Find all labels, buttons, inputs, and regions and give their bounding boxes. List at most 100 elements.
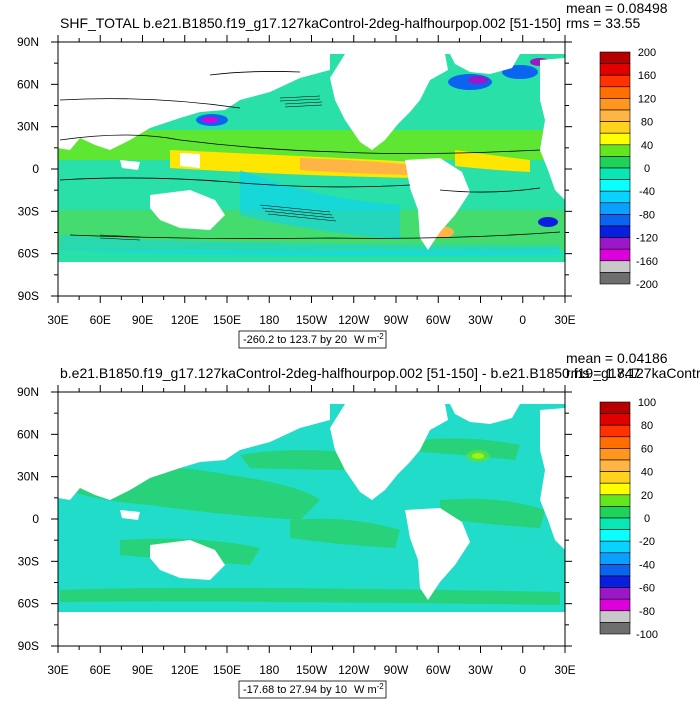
colorbar-label: -80 (639, 209, 655, 221)
panel-2: b.e21.B1850.f19_g17.127kaControl-2deg-ha… (17, 350, 700, 699)
lon-label: 30E (554, 313, 575, 327)
colorbar-label: -40 (639, 559, 655, 571)
lat-label: 60S (18, 597, 39, 611)
panel-2-range-text: -17.68 to 27.94 by 10 (243, 684, 347, 696)
colorbar-label: 200 (638, 47, 656, 59)
panel-2-units-exp: -2 (377, 682, 385, 691)
panel-1-title: SHF_TOTAL b.e21.B1850.f19_g17.127kaContr… (60, 15, 561, 31)
colorbar-swatch (599, 272, 631, 285)
colorbar-swatch (599, 63, 631, 76)
colorbar-swatch (599, 540, 631, 554)
lon-label: 90W (384, 663, 409, 677)
colorbar-swatch (599, 156, 631, 169)
panel-1-colorbar: 200 160 120 80 40 0 -40 -80 -120 -160 -200 (599, 47, 658, 291)
colorbar-swatch (599, 598, 631, 612)
colorbar-label: 0 (644, 163, 650, 175)
colorbar-swatch (599, 471, 631, 484)
lon-label: 90E (132, 663, 153, 677)
colorbar-label: -40 (639, 186, 655, 198)
lon-label: 90E (132, 313, 153, 327)
colorbar-swatch (599, 190, 631, 204)
colorbar-label: 40 (641, 140, 653, 152)
lon-label: 30E (554, 663, 575, 677)
colorbar-swatch (599, 448, 631, 461)
colorbar-swatch (599, 482, 631, 496)
colorbar-swatch (599, 575, 631, 588)
lon-label: 120E (171, 313, 199, 327)
colorbar-label: -80 (639, 606, 655, 618)
colorbar-label: 160 (638, 70, 656, 82)
lon-label: 150W (296, 313, 328, 327)
colorbar-swatch (599, 401, 631, 414)
lat-label: 90N (17, 35, 39, 49)
colorbar-label: -100 (636, 629, 658, 641)
colorbar-swatch (599, 260, 631, 273)
colorbar-label: 80 (641, 420, 653, 432)
colorbar-label: -160 (636, 256, 658, 268)
svg-text:-17.68 to 27.94 by 10: -17.68 to 27.94 by 10 W m-2 (243, 682, 384, 696)
lat-label: 60N (17, 77, 39, 91)
svg-text:-260.2 to 123.7 by 20: -260.2 to 123.7 by 20 W m-2 (243, 332, 384, 346)
lon-label: 180 (259, 313, 279, 327)
colorbar-label: -60 (639, 583, 655, 595)
colorbar-label: 100 (638, 397, 656, 409)
panel-2-title: b.e21.B1850.f19_g17.127kaControl-2deg-ha… (60, 365, 700, 381)
lat-label: 0 (32, 162, 39, 176)
colorbar-swatch (599, 622, 631, 635)
panel-1: SHF_TOTAL b.e21.B1850.f19_g17.127kaContr… (17, 0, 668, 349)
lat-label: 60N (17, 427, 39, 441)
lat-label: 30S (18, 554, 39, 568)
colorbar-label: 20 (641, 490, 653, 502)
colorbar-swatch (599, 552, 631, 565)
colorbar-label: 60 (641, 443, 653, 455)
colorbar-label: 120 (638, 93, 656, 105)
colorbar-swatch (599, 179, 631, 192)
lon-label: 60E (90, 663, 111, 677)
colorbar-swatch (599, 51, 631, 64)
lon-label: 60W (426, 313, 451, 327)
lon-label: 120W (338, 313, 370, 327)
lon-label: 60E (90, 313, 111, 327)
colorbar-swatch (599, 121, 631, 134)
colorbar-swatch (599, 225, 631, 238)
lon-label: 150W (296, 663, 328, 677)
panel-2-range-note: -17.68 to 27.94 by 10 W m-2 (238, 680, 387, 699)
lat-label: 0 (32, 512, 39, 526)
colorbar-swatch (599, 74, 631, 88)
panel-2-map (58, 392, 565, 646)
lon-label: 150E (213, 313, 241, 327)
colorbar-swatch (599, 109, 631, 122)
colorbar-swatch (599, 517, 631, 530)
lat-label: 30N (17, 470, 39, 484)
colorbar-swatch (599, 436, 631, 449)
lon-label: 180 (259, 663, 279, 677)
colorbar-swatch (599, 610, 631, 623)
panel-1-range-text: -260.2 to 123.7 by 20 (243, 334, 347, 346)
panel-2-axes: 30E 60E 90E 120E 150E 180 150W 120W 90W 60W 30W 0 30… (17, 385, 576, 677)
panel-2-units: W m (354, 684, 377, 696)
panel-1-mean: mean = 0.08498 (566, 0, 668, 16)
lon-label: 0 (519, 663, 526, 677)
colorbar-swatch (599, 587, 631, 600)
colorbar-swatch (599, 248, 631, 262)
lat-label: 90S (18, 639, 39, 653)
colorbar-label: 0 (644, 513, 650, 525)
colorbar-swatch (599, 237, 631, 250)
colorbar-swatch (599, 144, 631, 157)
colorbar-swatch (599, 202, 631, 215)
panel-1-axes: 30E 60E 90E 120E 150E 180 150W 120W 90W 60W 30W 0 30… (17, 35, 576, 327)
lat-label: 90N (17, 385, 39, 399)
lon-label: 0 (519, 313, 526, 327)
colorbar-swatch (599, 214, 631, 227)
colorbar-label: -20 (639, 536, 655, 548)
colorbar-swatch (599, 98, 631, 111)
colorbar-swatch (599, 506, 631, 519)
colorbar-label: -120 (636, 233, 658, 245)
colorbar-swatch (599, 86, 631, 99)
colorbar-label: 80 (641, 117, 653, 129)
panel-2-colorbar: 100 80 60 40 20 0 -20 -40 -60 -80 -100 (599, 397, 658, 641)
colorbar-label: -200 (636, 279, 658, 291)
panel-1-map (58, 42, 565, 296)
lat-label: 30S (18, 204, 39, 218)
